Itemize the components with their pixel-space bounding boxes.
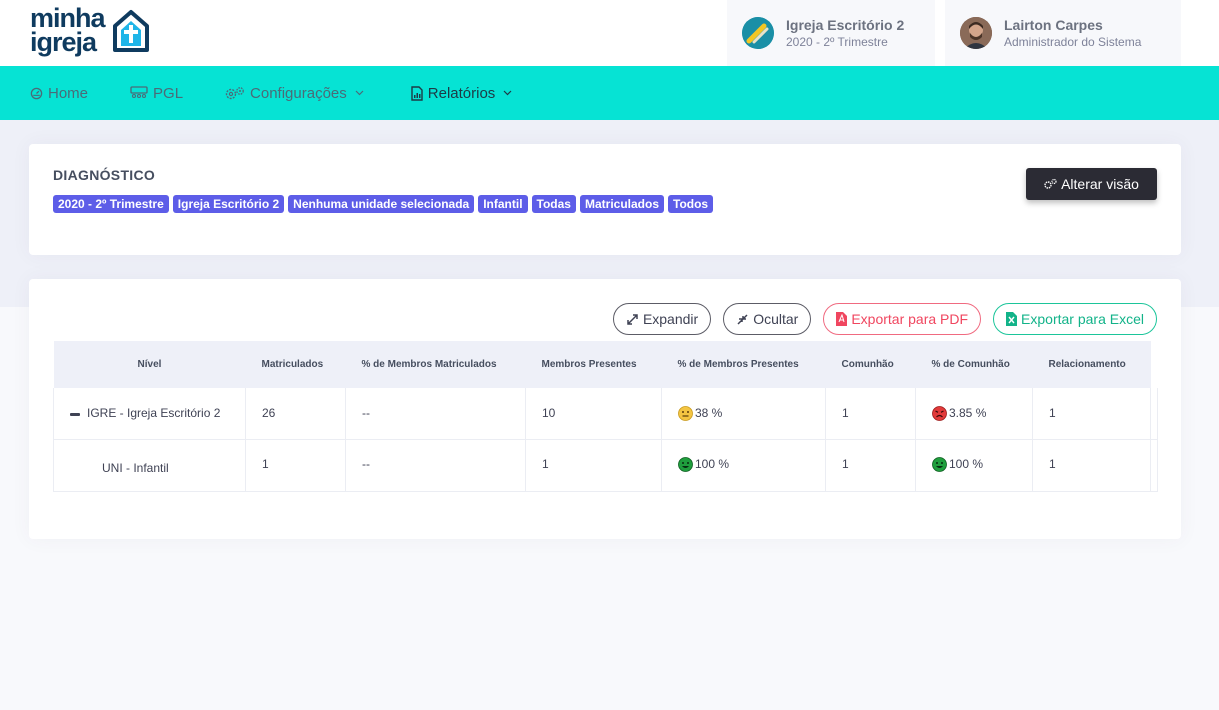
cell-presentes: 10 — [525, 388, 662, 440]
main-nav: Home PGL Configurações Relatórios — [0, 66, 1219, 120]
app-logo[interactable]: minha igreja — [30, 3, 151, 57]
cell-pct-presentes-text: 38 % — [695, 405, 723, 420]
logo-line-1: minha — [30, 3, 106, 33]
top-bar: minha igreja Igreja Escritório 2 2020 - … — [0, 0, 1219, 66]
nav-home-label: Home — [48, 84, 89, 102]
dashboard-icon — [30, 87, 43, 99]
cell-pct-matriculados: -- — [345, 388, 526, 440]
page-title: DIAGNÓSTICO — [53, 167, 156, 183]
export-excel-button[interactable]: Exportar para Excel — [993, 303, 1157, 335]
nav-configuracoes-label: Configurações — [250, 84, 347, 102]
cell-nivel-text: IGRE - Igreja Escritório 2 — [87, 406, 221, 421]
cell-pct-comunhao-text: 100 % — [949, 456, 984, 471]
cell-pct-comunhao: 100 % — [915, 439, 1033, 492]
expand-icon — [627, 313, 638, 325]
column-header[interactable]: Nível — [53, 341, 246, 388]
cell-matriculados: 1 — [245, 439, 346, 492]
compress-icon — [737, 313, 748, 325]
organization-logo — [742, 17, 774, 49]
cell-pct-presentes: 38 % — [661, 388, 826, 440]
filter-badge-church: Igreja Escritório 2 — [172, 195, 285, 213]
column-header[interactable]: % de Membros Presentes — [661, 341, 826, 388]
column-header-overflow — [1150, 341, 1158, 388]
column-header[interactable]: % de Comunhão — [915, 341, 1033, 388]
column-header[interactable]: Relacionamento — [1032, 341, 1151, 388]
table-row[interactable]: IGRE - Igreja Escritório 2 26 -- 10 38 %… — [53, 388, 1158, 440]
organization-period: 2020 - 2º Trimestre — [786, 34, 888, 49]
hide-button[interactable]: Ocultar — [723, 303, 812, 335]
pdf-file-icon — [836, 312, 848, 326]
church-icon — [112, 10, 149, 52]
gears-icon — [1044, 178, 1057, 189]
cell-relacionamento: 1 — [1032, 388, 1151, 440]
nav-relatorios-label: Relatórios — [427, 84, 496, 102]
column-header[interactable]: Membros Presentes — [525, 341, 662, 388]
user-role: Administrador do Sistema — [1004, 34, 1142, 49]
happy-face-icon — [932, 456, 947, 472]
nav-configuracoes[interactable]: Configurações — [225, 85, 369, 102]
export-pdf-button[interactable]: Exportar para PDF — [823, 303, 982, 335]
filter-badges: 2020 - 2º Trimestre Igreja Escritório 2 … — [53, 195, 717, 213]
chevron-down-icon — [355, 90, 364, 96]
change-view-button[interactable]: Alterar visão — [1026, 168, 1157, 200]
nav-pgl[interactable]: PGL — [130, 85, 183, 102]
filter-badge-category: Infantil — [478, 195, 528, 213]
cell-pct-presentes: 100 % — [661, 439, 826, 492]
table-row[interactable]: UNI - Infantil 1 -- 1 100 % 1 100 % 1 — [53, 439, 1158, 492]
cell-comunhao: 1 — [825, 439, 916, 492]
cell-pct-presentes-text: 100 % — [695, 456, 730, 471]
cell-comunhao: 1 — [825, 388, 916, 440]
cell-pct-comunhao-text: 3.85 % — [949, 405, 987, 420]
user-menu[interactable]: Lairton Carpes Administrador do Sistema — [945, 0, 1181, 66]
column-header[interactable]: Matriculados — [245, 341, 346, 388]
diagnostic-card: DIAGNÓSTICO 2020 - 2º Trimestre Igreja E… — [29, 144, 1181, 255]
user-name: Lairton Carpes — [1004, 16, 1103, 33]
cell-overflow — [1150, 388, 1158, 440]
hide-label: Ocultar — [753, 311, 799, 327]
group-icon — [130, 86, 148, 99]
report-actions: Expandir Ocultar Exportar para PDF Expor… — [601, 303, 1157, 335]
cell-pct-comunhao: 3.85 % — [915, 388, 1033, 440]
cell-relacionamento: 1 — [1032, 439, 1151, 492]
gears-icon — [225, 86, 244, 99]
excel-file-icon — [1006, 312, 1018, 326]
report-card: Expandir Ocultar Exportar para PDF Expor… — [29, 279, 1181, 539]
neutral-face-icon — [678, 406, 693, 421]
nav-relatorios[interactable]: Relatórios — [411, 85, 518, 102]
nav-pgl-label: PGL — [153, 84, 184, 102]
cell-matriculados: 26 — [245, 388, 346, 440]
expand-button[interactable]: Expandir — [612, 303, 712, 335]
filter-badge-unit: Nenhuma unidade selecionada — [288, 195, 475, 213]
table-header-row: Nível Matriculados % de Membros Matricul… — [53, 341, 1158, 388]
report-file-icon — [411, 85, 423, 101]
happy-face-icon — [678, 456, 693, 472]
avatar — [960, 17, 992, 49]
organization-selector[interactable]: Igreja Escritório 2 2020 - 2º Trimestre — [727, 0, 935, 66]
change-view-label: Alterar visão — [1061, 176, 1139, 192]
expand-label: Expandir — [642, 311, 699, 327]
cell-overflow — [1150, 439, 1158, 492]
filter-badge-period: 2020 - 2º Trimestre — [53, 195, 169, 213]
column-header[interactable]: % de Membros Matriculados — [345, 341, 526, 388]
filter-badge-enrolled: Matriculados — [579, 195, 664, 213]
collapse-icon[interactable] — [70, 412, 80, 416]
cell-pct-matriculados: -- — [345, 439, 526, 492]
column-header[interactable]: Comunhão — [825, 341, 916, 388]
organization-name: Igreja Escritório 2 — [786, 16, 905, 33]
angry-face-icon — [932, 406, 947, 421]
logo-line-2: igreja — [30, 27, 97, 57]
filter-badge-all: Todas — [531, 195, 576, 213]
diagnostic-table: Nível Matriculados % de Membros Matricul… — [53, 341, 1158, 492]
chevron-down-icon — [503, 90, 512, 96]
nav-home[interactable]: Home — [30, 85, 88, 102]
filter-badge-everyone: Todos — [668, 195, 714, 213]
cell-presentes: 1 — [525, 439, 662, 492]
export-pdf-label: Exportar para PDF — [851, 311, 969, 327]
export-excel-label: Exportar para Excel — [1021, 311, 1144, 327]
cell-nivel: IGRE - Igreja Escritório 2 — [53, 388, 246, 440]
cell-nivel: UNI - Infantil — [53, 439, 246, 492]
